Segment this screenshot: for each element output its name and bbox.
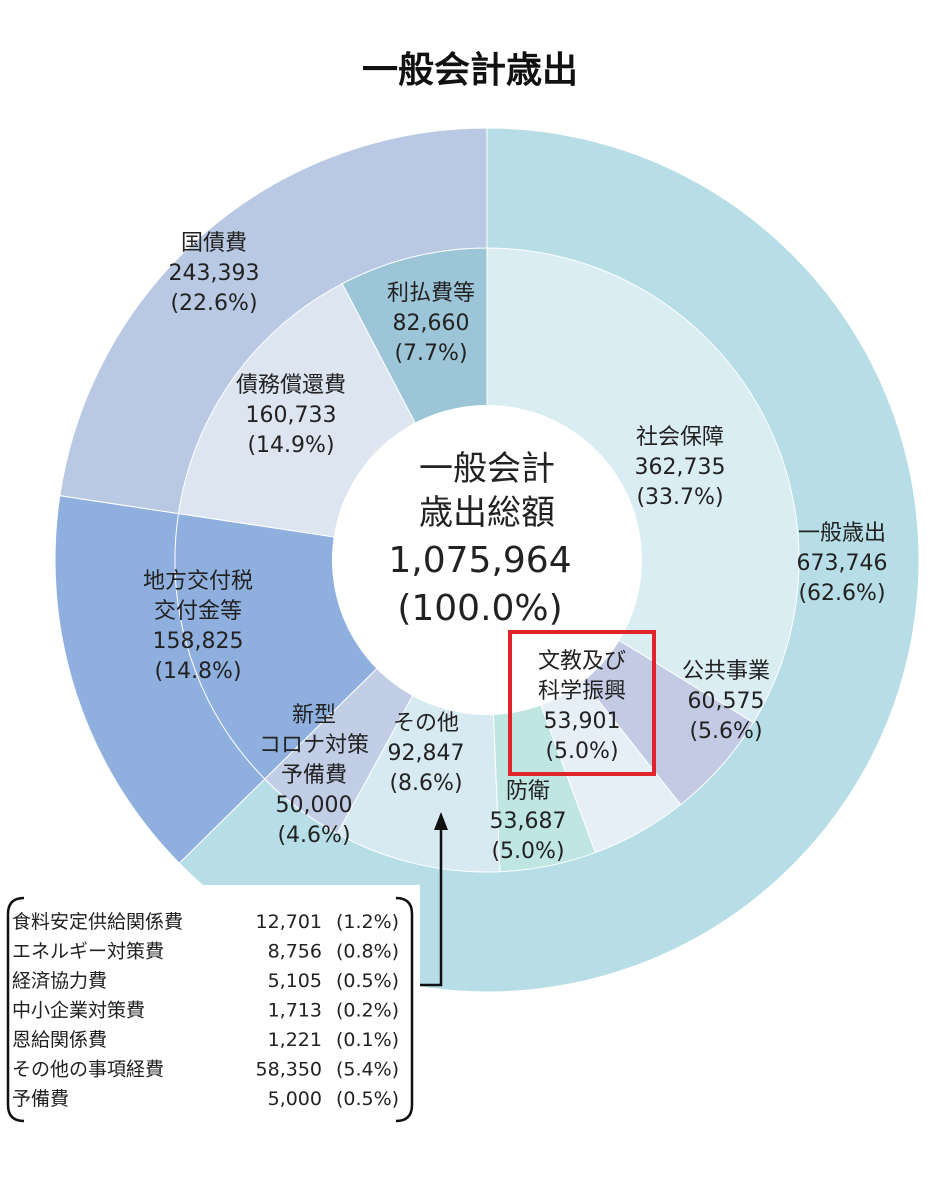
breakdown-row: エネルギー対策費 8,756 (0.8%) (12, 941, 399, 963)
label-interest-payments: 利払費等 82,660 (7.7%) (387, 281, 475, 366)
label-social-security-line: 362,735 (635, 455, 726, 480)
label-covid-reserve-line: コロナ対策 (259, 733, 369, 758)
breakdown-value: 8,756 (268, 941, 322, 963)
label-debt-redemption-line: (14.9%) (247, 433, 334, 458)
breakdown-percent: (0.8%) (336, 941, 399, 963)
label-debt-redemption-line: 債務償還費 (236, 373, 346, 398)
center-label: 一般会計 歳出総額 1,075,964 (100.0%) (388, 449, 571, 629)
label-debt-service-line: 国債費 (181, 231, 247, 256)
label-covid-reserve-line: (4.6%) (277, 823, 350, 848)
breakdown-row: 中小企業対策費 1,713 (0.2%) (12, 1000, 399, 1022)
left-bracket (6, 896, 25, 1123)
breakdown-row: 食料安定供給関係費 12,701 (1.2%) (12, 911, 399, 933)
label-others-line: 92,847 (388, 741, 465, 766)
breakdown-connector-line (412, 816, 443, 987)
label-defense-line: (5.0%) (491, 839, 564, 864)
label-interest-payments-line: (7.7%) (394, 341, 467, 366)
breakdown-row: 恩給関係費 1,221 (0.1%) (12, 1029, 399, 1051)
label-defense-line: 53,687 (490, 809, 567, 834)
label-education-science-line: 53,901 (544, 709, 621, 734)
arrow-head-icon (434, 812, 448, 830)
label-others: その他 92,847 (8.6%) (388, 711, 465, 796)
label-local-allocation-line: 地方交付税 (143, 569, 253, 594)
center-percent: (100.0%) (397, 588, 562, 629)
label-public-works-line: 公共事業 (682, 659, 770, 684)
label-local-allocation-line: 交付金等 (154, 599, 242, 624)
breakdown-panel (0, 885, 420, 1135)
center-line2: 歳出総額 (419, 493, 555, 533)
label-public-works-line: (5.6%) (689, 719, 762, 744)
breakdown-name: エネルギー対策費 (12, 941, 164, 963)
label-debt-redemption-line: 160,733 (246, 403, 337, 428)
label-defense: 防衛 53,687 (5.0%) (490, 779, 567, 864)
breakdown-value: 58,350 (256, 1059, 322, 1081)
breakdown-value: 5,000 (268, 1088, 322, 1110)
label-general-expenditure: 一般歳出 673,746 (62.6%) (797, 521, 888, 606)
breakdown-percent: (0.5%) (336, 1088, 399, 1110)
label-others-line: (8.6%) (389, 771, 462, 796)
donut-rings (54, 127, 920, 993)
label-social-security-line: 社会保障 (636, 425, 724, 450)
label-general-expenditure-line: 一般歳出 (798, 521, 886, 546)
label-defense-line: 防衛 (506, 779, 550, 804)
breakdown-name: 経済協力費 (12, 970, 107, 992)
label-education-science-line: 科学振興 (538, 679, 626, 704)
breakdown-row: 予備費 5,000 (0.5%) (12, 1088, 399, 1110)
label-interest-payments-line: 82,660 (393, 311, 470, 336)
center-line1: 一般会計 (419, 449, 555, 489)
breakdown-name: 食料安定供給関係費 (12, 911, 183, 933)
highlight-box (508, 630, 656, 776)
label-social-security-line: (33.7%) (636, 485, 723, 510)
label-local-allocation-line: 158,825 (153, 629, 244, 654)
label-public-works-line: 60,575 (688, 689, 765, 714)
label-local-allocation-line: (14.8%) (154, 659, 241, 684)
label-general-expenditure-line: 673,746 (797, 551, 888, 576)
center-hole (332, 405, 642, 715)
breakdown-row: 経済協力費 5,105 (0.5%) (12, 970, 399, 992)
breakdown-value: 1,713 (268, 1000, 322, 1022)
breakdown-name: 恩給関係費 (12, 1029, 107, 1051)
breakdown-percent: (5.4%) (336, 1059, 399, 1081)
breakdown-value: 1,221 (268, 1029, 322, 1051)
label-general-expenditure-line: (62.6%) (798, 581, 885, 606)
breakdown-row: その他の事項経費 58,350 (5.4%) (12, 1059, 399, 1081)
breakdown-name: 予備費 (12, 1088, 69, 1110)
breakdown-percent: (0.5%) (336, 970, 399, 992)
label-debt-service-line: 243,393 (169, 261, 260, 286)
breakdown-percent: (0.2%) (336, 1000, 399, 1022)
label-covid-reserve-line: 新型 (292, 703, 336, 728)
breakdown-value: 5,105 (268, 970, 322, 992)
breakdown-value: 12,701 (256, 911, 322, 933)
label-debt-redemption: 債務償還費 160,733 (14.9%) (236, 373, 346, 458)
breakdown-percent: (0.1%) (336, 1029, 399, 1051)
label-others-line: その他 (393, 711, 459, 736)
label-interest-payments-line: 利払費等 (387, 281, 475, 306)
right-bracket (395, 896, 414, 1123)
label-education-science-line: 文教及び (538, 649, 626, 674)
breakdown-percent: (1.2%) (336, 911, 399, 933)
label-covid-reserve-line: 50,000 (276, 793, 353, 818)
breakdown-list: 食料安定供給関係費 12,701 (1.2%) エネルギー対策費 8,756 (0.8%)… (12, 911, 399, 1110)
breakdown-name: 中小企業対策費 (12, 1000, 145, 1022)
label-debt-service-line: (22.6%) (170, 291, 257, 316)
label-covid-reserve-line: 予備費 (281, 763, 347, 788)
breakdown-name: その他の事項経費 (12, 1059, 164, 1081)
label-social-security: 社会保障 362,735 (33.7%) (635, 425, 726, 510)
label-education-science-line: (5.0%) (545, 739, 618, 764)
label-debt-service: 国債費 243,393 (22.6%) (169, 231, 260, 316)
label-public-works: 公共事業 60,575 (5.6%) (682, 659, 770, 744)
center-total: 1,075,964 (388, 540, 571, 581)
chart-title: 一般会計歳出 (362, 50, 578, 91)
